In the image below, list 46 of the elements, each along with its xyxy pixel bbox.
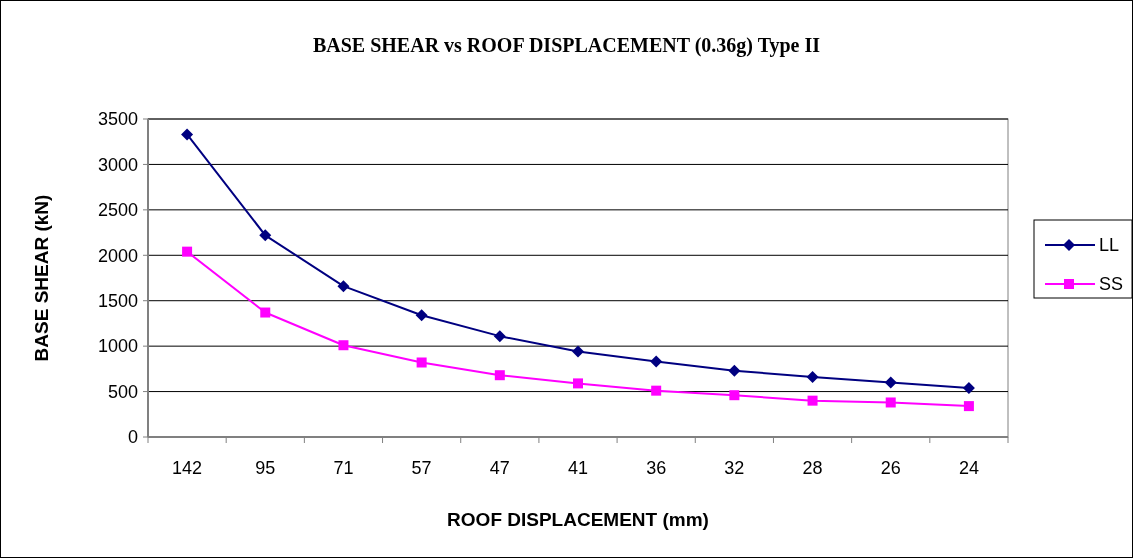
x-tick-label: 28 — [802, 458, 823, 478]
y-tick-label: 1000 — [97, 336, 138, 357]
x-tick-label: 26 — [880, 458, 901, 478]
y-tick-label: 500 — [107, 381, 138, 402]
point — [260, 307, 271, 318]
x-tick-label: 32 — [724, 458, 745, 478]
point — [963, 401, 974, 412]
point — [259, 229, 272, 242]
point — [885, 397, 896, 408]
y-tick-label: 2000 — [97, 245, 138, 266]
point — [884, 376, 897, 389]
point — [806, 371, 819, 384]
point — [415, 309, 428, 322]
x-axis-title: ROOF DISPLACEMENT (mm) — [447, 509, 709, 530]
point — [181, 128, 194, 141]
y-axis-title: BASE SHEAR (kN) — [31, 194, 52, 362]
point — [572, 345, 584, 358]
chart-title: BASE SHEAR vs ROOF DISPLACEMENT (0.36g) Type II — [312, 34, 821, 57]
point — [416, 357, 427, 368]
y-tick-label: 3500 — [97, 109, 138, 130]
x-tick-label: 47 — [489, 458, 510, 478]
point — [728, 364, 741, 377]
point — [650, 355, 663, 368]
x-tick-label: 71 — [333, 458, 354, 478]
x-tick-label: 41 — [567, 458, 589, 478]
point — [338, 340, 349, 351]
legend-label: SS — [1099, 274, 1124, 295]
point — [651, 385, 662, 396]
x-tick-label: 36 — [646, 458, 667, 478]
y-tick-label: 2500 — [97, 200, 138, 221]
point — [962, 381, 975, 394]
x-tick-label: 57 — [411, 458, 432, 478]
x-tick-label: 95 — [255, 458, 276, 478]
point — [729, 390, 740, 401]
point — [807, 395, 818, 406]
y-tick-label: 0 — [127, 427, 138, 448]
point — [182, 246, 193, 257]
point — [493, 330, 506, 343]
point — [337, 280, 350, 293]
y-tick-label: 3000 — [97, 154, 138, 175]
legend-label: LL — [1099, 235, 1120, 256]
x-tick-label: 142 — [172, 458, 203, 478]
point — [494, 370, 505, 381]
x-tick-label: 24 — [958, 458, 979, 478]
y-tick-label: 1500 — [97, 291, 138, 312]
point — [573, 378, 583, 389]
